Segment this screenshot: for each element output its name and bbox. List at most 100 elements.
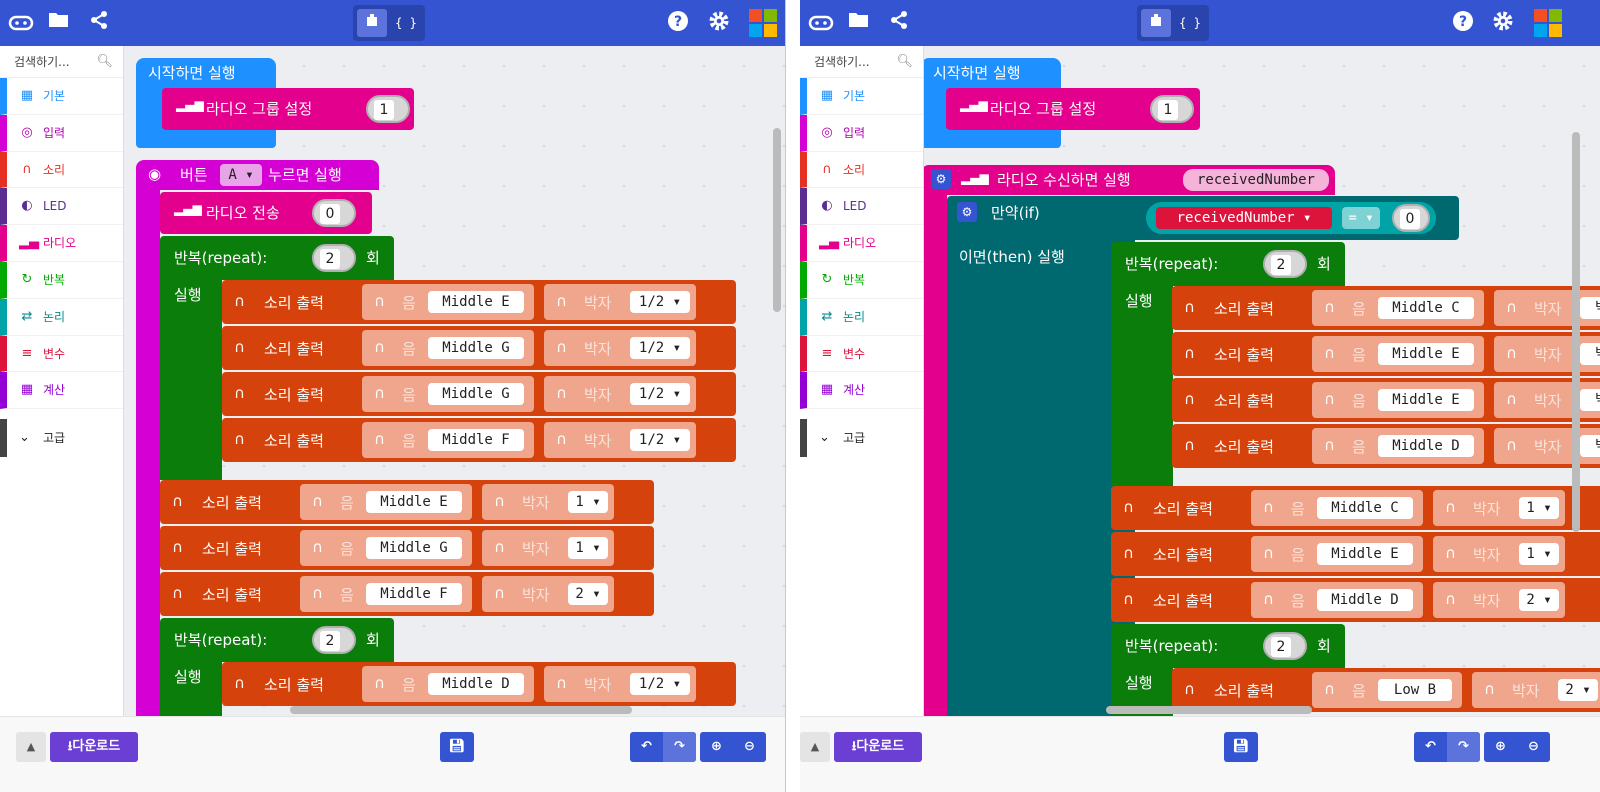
note-value[interactable]: Middle D <box>1378 435 1474 457</box>
help-icon[interactable]: ? <box>665 10 691 36</box>
repeat-block[interactable]: 반복(repeat): 2 회 <box>160 236 394 280</box>
repeat-block[interactable]: 반복(repeat): 2 회 <box>1111 242 1345 286</box>
save-button[interactable]: 💾︎ <box>1224 732 1258 762</box>
beat-dropdown[interactable]: 1/2 ▾ <box>630 429 690 451</box>
play-tone-block[interactable]: ∩ 소리 출력 ∩ 음 Middle F ∩ 박자 2 ▾ <box>160 572 654 616</box>
settings-gear-icon[interactable] <box>706 10 732 36</box>
play-tone-block[interactable]: ∩ 소리 출력 ∩ 음 Middle G ∩ 박자 1 ▾ <box>160 526 654 570</box>
category-music[interactable]: ∩ 소리 <box>0 151 123 189</box>
category-input[interactable]: ◎ 입력 <box>800 114 923 152</box>
beat-block[interactable]: ∩ 박자 2 ▾ <box>1472 672 1600 708</box>
category-radio[interactable]: ▂▄ 라디오 <box>0 225 123 262</box>
play-tone-block[interactable]: ∩ 소리 출력 ∩ 음 Middle E ∩ 박자 박 ▾ <box>1172 332 1600 376</box>
category-led[interactable]: ◐ LED <box>800 188 923 226</box>
note-block[interactable]: ∩ 음 Middle G <box>362 376 534 412</box>
note-block[interactable]: ∩ 음 Middle G <box>362 330 534 366</box>
zoom-out-icon[interactable]: ⊖ <box>744 739 755 754</box>
beat-dropdown[interactable]: 1/2 ▾ <box>630 337 690 359</box>
play-tone-block[interactable]: ∩ 소리 출력 ∩ 음 Middle G ∩ 박자 1/2 ▾ <box>222 326 736 370</box>
category-basic[interactable]: ▦ 기본 <box>800 78 923 115</box>
redo-icon[interactable]: ↷ <box>663 732 696 762</box>
on-button-pressed-block[interactable]: ◉ 버튼 A ▾ 누르면 실행 <box>136 160 379 190</box>
button-key-dropdown[interactable]: A ▾ <box>220 164 262 186</box>
microbit-icon[interactable] <box>8 10 34 36</box>
category-logic[interactable]: ⇄ 논리 <box>800 298 923 336</box>
radio-send-block[interactable]: ▂▄▆ 라디오 전송 0 <box>160 192 372 234</box>
play-tone-block[interactable]: ∩ 소리 출력 ∩ 음 Low B ∩ 박자 2 ▾ <box>1172 668 1600 712</box>
gear-icon[interactable]: ⚙ <box>931 169 951 189</box>
collapse-toolbox-button[interactable]: ▲ <box>16 732 46 762</box>
note-value[interactable]: Middle E <box>1378 389 1474 411</box>
repeat-count-input[interactable]: 2 <box>1263 250 1307 278</box>
beat-dropdown[interactable]: 2 ▾ <box>568 583 608 605</box>
category-variables[interactable]: ≡ 변수 <box>800 335 923 373</box>
radio-group-input[interactable]: 1 <box>1150 95 1194 123</box>
vertical-scrollbar[interactable] <box>1572 132 1580 532</box>
note-block[interactable]: ∩ 음 Middle G <box>300 530 472 566</box>
beat-block[interactable]: ∩ 박자 1 ▾ <box>482 484 614 520</box>
category-basic[interactable]: ▦ 기본 <box>0 78 123 115</box>
gear-icon[interactable]: ⚙ <box>957 202 977 222</box>
compare-value-input[interactable]: 0 <box>1392 204 1430 232</box>
collapse-toolbox-button[interactable]: ▲ <box>800 732 830 762</box>
blocks-mode-button[interactable] <box>357 9 387 37</box>
play-tone-block[interactable]: ∩ 소리 출력 ∩ 음 Middle C ∩ 박자 박 ▾ <box>1172 286 1600 330</box>
blocks-mode-button[interactable] <box>1141 9 1171 37</box>
play-tone-block[interactable]: ∩ 소리 출력 ∩ 음 Middle D ∩ 박자 박 ▾ <box>1172 424 1600 468</box>
beat-block[interactable]: ∩ 박자 1/2 ▾ <box>544 666 696 702</box>
folder-icon[interactable] <box>46 10 72 36</box>
blocks-workspace[interactable]: 시작하면 실행 ▂▄▆ 라디오 그룹 설정 1 ⚙ ▂▄▆ 라디오 수신하면 실… <box>924 46 1600 716</box>
beat-block[interactable]: ∩ 박자 1 ▾ <box>1433 536 1565 572</box>
download-button[interactable]: ⭳다운로드 <box>50 732 138 762</box>
note-value[interactable]: Middle E <box>1378 343 1474 365</box>
category-radio[interactable]: ▂▄ 라디오 <box>800 225 923 262</box>
blocks-workspace[interactable]: 시작하면 실행 ▂▄▆ 라디오 그룹 설정 1 ◉ 버튼 A ▾ 누르면 실행 … <box>124 46 785 716</box>
category-variables[interactable]: ≡ 변수 <box>0 335 123 373</box>
beat-block[interactable]: ∩ 박자 1/2 ▾ <box>544 284 696 320</box>
radio-group-block[interactable]: ▂▄▆ 라디오 그룹 설정 1 <box>946 88 1200 130</box>
note-value[interactable]: Middle C <box>1378 297 1474 319</box>
note-block[interactable]: ∩ 음 Middle F <box>362 422 534 458</box>
beat-dropdown[interactable]: 2 ▾ <box>1558 679 1598 701</box>
settings-gear-icon[interactable] <box>1490 10 1516 36</box>
note-value[interactable]: Middle C <box>1317 497 1413 519</box>
save-button[interactable]: 💾︎ <box>440 732 474 762</box>
beat-dropdown[interactable]: 2 ▾ <box>1519 589 1559 611</box>
zoom-in-icon[interactable]: ⊕ <box>711 739 722 754</box>
beat-dropdown[interactable]: 박 ▾ <box>1580 297 1600 319</box>
download-button[interactable]: ⭳다운로드 <box>834 732 922 762</box>
microsoft-logo[interactable] <box>749 9 777 37</box>
beat-block[interactable]: ∩ 박자 1 ▾ <box>1433 490 1565 526</box>
note-block[interactable]: ∩ 음 Middle E <box>362 284 534 320</box>
category-led[interactable]: ◐ LED <box>0 188 123 226</box>
category-advanced[interactable]: ⌄ 고급 <box>800 419 923 458</box>
note-block[interactable]: ∩ 음 Middle D <box>1251 582 1423 618</box>
repeat-block[interactable]: 반복(repeat): 2 회 <box>160 618 394 662</box>
beat-block[interactable]: ∩ 박자 1/2 ▾ <box>544 422 696 458</box>
note-block[interactable]: ∩ 음 Middle C <box>1251 490 1423 526</box>
help-icon[interactable]: ? <box>1450 10 1476 36</box>
note-value[interactable]: Middle G <box>366 537 462 559</box>
note-value[interactable]: Middle E <box>428 291 524 313</box>
share-icon[interactable] <box>86 10 112 36</box>
beat-dropdown[interactable]: 박 ▾ <box>1580 389 1600 411</box>
if-block[interactable]: ⚙ 만약(if) ( 이면(then) 실행 <box>947 196 1139 716</box>
radio-send-input[interactable]: 0 <box>312 199 356 227</box>
category-music[interactable]: ∩ 소리 <box>800 151 923 189</box>
category-input[interactable]: ◎ 입력 <box>0 114 123 152</box>
category-loops[interactable]: ↻ 반복 <box>0 261 123 299</box>
note-value[interactable]: Middle E <box>1317 543 1413 565</box>
undo-icon[interactable]: ↶ <box>1425 739 1436 754</box>
category-math[interactable]: ▦ 계산 <box>800 372 923 410</box>
beat-dropdown[interactable]: 박 ▾ <box>1580 435 1600 457</box>
note-value[interactable]: Middle D <box>1317 589 1413 611</box>
category-logic[interactable]: ⇄ 논리 <box>0 298 123 336</box>
share-icon[interactable] <box>886 10 912 36</box>
play-tone-block[interactable]: ∩ 소리 출력 ∩ 음 Middle D ∩ 박자 1/2 ▾ <box>222 662 736 706</box>
toolbox-search-input[interactable]: 검색하기... 🔍︎ <box>0 46 123 78</box>
play-tone-block[interactable]: ∩ 소리 출력 ∩ 음 Middle E ∩ 박자 박 ▾ <box>1172 378 1600 422</box>
play-tone-block[interactable]: ∩ 소리 출력 ∩ 음 Middle G ∩ 박자 1/2 ▾ <box>222 372 736 416</box>
compare-block[interactable]: receivedNumber ▾ = ▾ 0 <box>1146 202 1436 234</box>
note-block[interactable]: ∩ 음 Middle E <box>1312 382 1484 418</box>
on-radio-received-block[interactable]: ⚙ ▂▄▆ 라디오 수신하면 실행 receivedNumber <box>924 165 1335 195</box>
